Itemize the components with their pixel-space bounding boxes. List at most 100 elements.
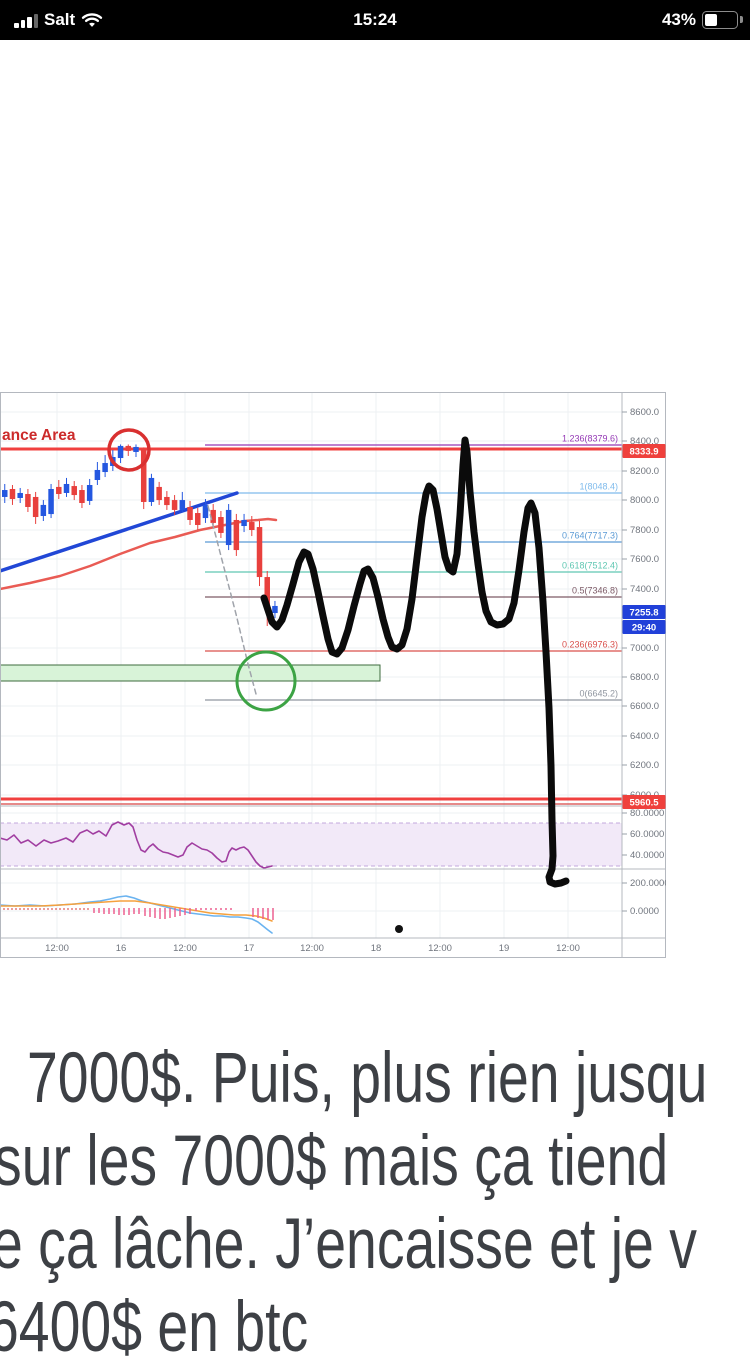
price-badge-label: 7255.8 bbox=[629, 608, 658, 619]
time-tick-label: 19 bbox=[499, 943, 510, 954]
price-tick-label: 7400.0 bbox=[630, 584, 659, 595]
candle-body bbox=[86, 485, 93, 501]
candle-body bbox=[48, 488, 54, 515]
candle-body bbox=[79, 490, 85, 504]
candle-body bbox=[117, 445, 124, 459]
status-left-cluster: Salt bbox=[0, 10, 103, 30]
candle-body bbox=[256, 527, 263, 578]
candle-body bbox=[195, 513, 201, 525]
article-line: 7000$. Puis, plus rien jusqu bbox=[27, 1039, 708, 1118]
candle-body bbox=[32, 496, 39, 518]
time-tick-label: 17 bbox=[244, 943, 255, 954]
chart-canvas: 8600.0 8400.0 8200.0 8000.0 7800.0 7600.0 7400… bbox=[0, 392, 670, 958]
green-circle-annotation bbox=[235, 650, 297, 712]
time-tick-label: 12:00 bbox=[45, 943, 69, 954]
candle-body bbox=[63, 483, 70, 493]
status-right-cluster: 43% bbox=[662, 10, 750, 30]
candle-body bbox=[241, 519, 247, 527]
battery-icon bbox=[702, 11, 743, 29]
price-tick-label: 6800.0 bbox=[630, 672, 659, 683]
candle-body bbox=[56, 486, 62, 495]
hand-drawn-dot bbox=[395, 925, 403, 933]
candle-body bbox=[140, 449, 147, 502]
candle-body bbox=[25, 494, 31, 507]
time-tick-label: 12:00 bbox=[173, 943, 197, 954]
rsi-tick-label: 60.0000 bbox=[630, 829, 664, 840]
macd-tick-label: 200.0000 bbox=[630, 878, 666, 889]
price-badge bbox=[622, 444, 666, 458]
article-line: e ça lâche. J’encaisse et je v bbox=[0, 1205, 697, 1284]
macd-tick-label: 0.0000 bbox=[630, 906, 659, 917]
fib-level-label: 0.618(7512.4) bbox=[562, 561, 618, 571]
time-tick-label: 12:00 bbox=[556, 943, 580, 954]
price-badge bbox=[622, 795, 666, 809]
price-badge bbox=[622, 605, 666, 619]
fib-level-label: 0(6645.2) bbox=[579, 689, 618, 699]
battery-percent: 43% bbox=[661, 10, 696, 29]
price-tick-label: 6400.0 bbox=[630, 731, 659, 742]
rsi-band bbox=[0, 823, 622, 866]
fib-level-label: 0.764(7717.3) bbox=[562, 531, 618, 541]
candle-body bbox=[233, 519, 240, 551]
candle-body bbox=[218, 517, 224, 533]
candle-body bbox=[171, 500, 178, 510]
rsi-tick-label: 80.0000 bbox=[630, 808, 664, 819]
support-zone-rect bbox=[0, 664, 381, 682]
price-tick-label: 6600.0 bbox=[630, 701, 659, 712]
price-tick-label: 7000.0 bbox=[630, 643, 659, 654]
candle-body bbox=[71, 486, 77, 496]
article-line: 6400$ en btc bbox=[0, 1288, 309, 1367]
candle-body bbox=[148, 477, 155, 502]
rsi-line bbox=[0, 821, 273, 869]
candle-body bbox=[94, 469, 101, 480]
price-tick-label: 8400.0 bbox=[630, 436, 659, 447]
price-tick-label: 8000.0 bbox=[630, 495, 659, 506]
candle-body bbox=[210, 509, 216, 523]
price-tick-label: 7800.0 bbox=[630, 525, 659, 536]
macd-signal-line bbox=[0, 900, 273, 922]
price-badge-label: 8333.9 bbox=[629, 447, 658, 458]
dashed-projection-line bbox=[207, 505, 257, 695]
candle-body bbox=[102, 463, 108, 473]
candle-body bbox=[156, 486, 162, 501]
rsi-tick-label: 40.0000 bbox=[630, 850, 664, 861]
price-tick-label: 6200.0 bbox=[630, 760, 659, 771]
moving-average-line bbox=[0, 517, 278, 591]
candle-body bbox=[225, 509, 232, 546]
fib-level-label: 0.236(6976.3) bbox=[562, 640, 618, 650]
time-tick-label: 16 bbox=[116, 943, 127, 954]
candle-body bbox=[202, 504, 209, 519]
candle-body bbox=[17, 492, 23, 498]
price-tick-label: 8200.0 bbox=[630, 466, 659, 477]
resistance-area-label: ance Area bbox=[2, 427, 76, 444]
candle-body bbox=[125, 445, 132, 451]
candle-body bbox=[179, 500, 186, 510]
price-tick-label: 8600.0 bbox=[630, 407, 659, 418]
candle-body bbox=[264, 577, 270, 607]
candle-body bbox=[133, 446, 139, 452]
cellular-signal-icon bbox=[14, 13, 38, 28]
status-bar: Salt 15:24 43% bbox=[0, 0, 750, 40]
candle-body bbox=[187, 506, 193, 520]
chart-border bbox=[0, 392, 666, 958]
hand-drawn-prediction-line bbox=[260, 436, 570, 888]
time-tick-label: 12:00 bbox=[300, 943, 324, 954]
trend-line bbox=[0, 491, 239, 573]
candle-body bbox=[272, 605, 278, 614]
red-circle-annotation bbox=[107, 428, 151, 472]
carrier-label: Salt bbox=[44, 10, 76, 29]
candle-body bbox=[2, 490, 8, 497]
fib-level-label: 1.236(8379.6) bbox=[562, 434, 618, 444]
fib-level-label: 1(8048.4) bbox=[579, 482, 618, 492]
clock: 15:24 bbox=[353, 10, 397, 29]
fib-level-label: 0.5(7346.8) bbox=[572, 586, 618, 596]
article-line: sur les 7000$ mais ça tiend bbox=[0, 1122, 669, 1201]
chart-figure[interactable]: 8600.0 8400.0 8200.0 8000.0 7800.0 7600.0 7400… bbox=[0, 392, 670, 958]
wifi-icon bbox=[82, 12, 103, 27]
candle-body bbox=[9, 488, 16, 500]
price-tick-label: 7600.0 bbox=[630, 554, 659, 565]
price-badge-label: 5960.5 bbox=[629, 798, 659, 809]
price-badge-label: 29:40 bbox=[632, 623, 656, 634]
candle-body bbox=[249, 522, 255, 530]
price-badge bbox=[622, 620, 666, 634]
